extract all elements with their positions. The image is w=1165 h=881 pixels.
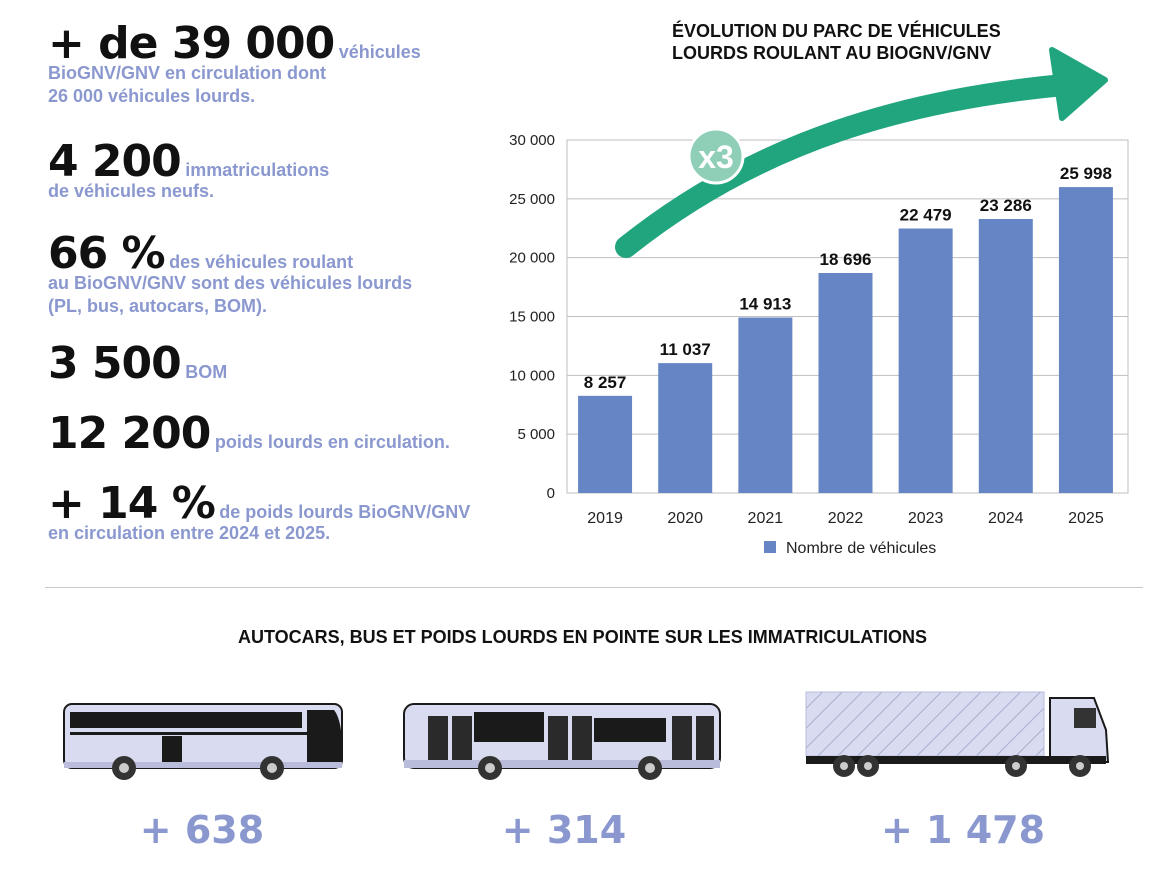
stat-registrations: 4 200 immatriculations de véhicules neuf… — [48, 136, 329, 202]
legend-label: Nombre de véhicules — [786, 540, 936, 557]
section-divider — [45, 587, 1143, 588]
y-tick-label: 5 000 — [517, 426, 555, 443]
stat-vehicles-total: + de 39 000 véhicules BioGNV/GNV en circ… — [48, 18, 421, 107]
stat-growth: + 14 % de poids lourds BioGNV/GNV en cir… — [48, 478, 470, 544]
bars-layer: 8 257 2019 11 037 2020 14 913 2021 18 696 2022 2… — [578, 164, 1113, 527]
coach-count: + 638 — [139, 808, 265, 852]
bar — [738, 317, 793, 493]
stat-text: BOM — [185, 362, 228, 382]
bus-count: + 314 — [501, 808, 627, 852]
y-tick-label: 20 000 — [509, 250, 555, 267]
stat-text: en circulation entre 2024 et 2025. — [48, 523, 331, 543]
bar-value-label: 18 696 — [820, 250, 872, 269]
stat-text: (PL, bus, autocars, BOM). — [48, 296, 268, 316]
y-tick-label: 15 000 — [509, 309, 555, 326]
bar-value-label: 11 037 — [660, 340, 711, 359]
bar-value-label: 25 998 — [1060, 164, 1112, 183]
stat-text: BioGNV/GNV en circulation dont — [48, 63, 327, 83]
growth-arrow-head — [1049, 47, 1108, 121]
chart-title: ÉVOLUTION DU PARC DE VÉHICULES LOURDS RO… — [672, 20, 1001, 64]
badge-circle — [687, 127, 745, 185]
stat-value: 12 200 — [48, 408, 211, 459]
x-tick-label: 2019 — [587, 510, 623, 527]
growth-arrow-path — [615, 73, 1086, 258]
bar-value-label: 14 913 — [739, 295, 791, 314]
section-title: AUTOCARS, BUS ET POIDS LOURDS EN POINTE … — [237, 627, 928, 647]
stat-value: 4 200 — [48, 136, 182, 187]
chart-legend: Nombre de véhicules — [764, 540, 936, 557]
stat-text: poids lourds en circulation. — [214, 432, 450, 452]
chart-title-line: ÉVOLUTION DU PARC DE VÉHICULES — [672, 21, 1001, 41]
stat-heavy-trucks: 12 200 poids lourds en circulation. — [48, 408, 450, 459]
legend-swatch — [764, 541, 776, 553]
stat-value: 3 500 — [48, 338, 182, 389]
badge-label: x3 — [698, 139, 734, 175]
bar — [898, 228, 953, 493]
coach-icon — [63, 703, 343, 780]
bar — [658, 363, 713, 493]
stat-text: de poids lourds BioGNV/GNV — [219, 502, 471, 522]
stat-text: au BioGNV/GNV sont des véhicules lourds — [48, 273, 413, 293]
truck-icon — [805, 691, 1110, 777]
y-tick-label: 30 000 — [509, 132, 555, 149]
x-tick-label: 2020 — [667, 510, 703, 527]
chart-title-line: LOURDS ROULANT AU BIOGNV/GNV — [672, 43, 992, 63]
x-tick-label: 2021 — [748, 510, 784, 527]
bar — [978, 219, 1033, 493]
x-tick-label: 2025 — [1068, 510, 1104, 527]
stat-text: de véhicules neufs. — [48, 181, 215, 201]
stat-text: des véhicules roulant — [169, 252, 354, 272]
stat-heavy-share: 66 % des véhicules roulant au BioGNV/GNV… — [48, 228, 412, 317]
bar-value-label: 8 257 — [584, 373, 627, 392]
bar — [818, 273, 873, 493]
stat-bom: 3 500 BOM — [48, 338, 227, 389]
stat-text: 26 000 véhicules lourds. — [48, 86, 256, 106]
bar — [578, 395, 633, 493]
bus-icon — [403, 703, 721, 780]
x-tick-label: 2022 — [828, 510, 864, 527]
y-tick-label: 0 — [547, 485, 555, 502]
x-tick-label: 2024 — [988, 510, 1024, 527]
bar-value-label: 22 479 — [900, 205, 952, 224]
stat-value: + 14 % — [48, 478, 216, 529]
stat-text: immatriculations — [185, 160, 330, 180]
y-tick-label: 10 000 — [509, 367, 555, 384]
growth-arrow: x3 — [615, 47, 1108, 258]
bar-chart: 0 5 000 10 000 15 000 20 000 25 000 30 000 8 2… — [509, 47, 1129, 557]
x-tick-label: 2023 — [908, 510, 944, 527]
stat-value: 66 % — [48, 228, 166, 279]
bar — [1058, 187, 1113, 493]
stat-text: véhicules — [338, 42, 421, 62]
truck-count: + 1 478 — [880, 808, 1046, 852]
stat-value: + de 39 000 — [48, 18, 335, 69]
y-tick-label: 25 000 — [509, 191, 555, 208]
bar-value-label: 23 286 — [980, 196, 1032, 215]
